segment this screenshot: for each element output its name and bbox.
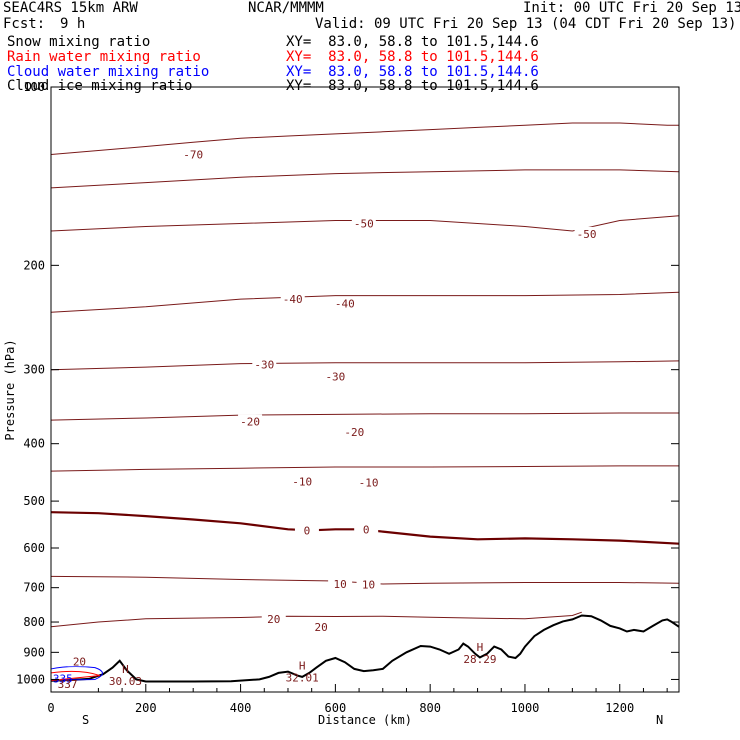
isotherm-20 (50, 611, 582, 628)
rain-water-contour (50, 670, 101, 681)
contour-label: -10 (359, 476, 379, 489)
axis-layer: 0 200 400 600 800 1000 12001002003004005006007… (16, 80, 679, 715)
contour-label: -50 (354, 218, 374, 231)
surface-label: 335 (53, 673, 73, 686)
y-tick-label: 700 (23, 581, 45, 595)
isotherm-m70 (50, 122, 679, 155)
contour-label-bg (323, 369, 348, 382)
contour-label-bg (342, 424, 367, 437)
isotherm-m60 (50, 169, 680, 189)
x-tick-label: 600 (325, 701, 347, 715)
contour-label-bg (280, 292, 305, 305)
cloud-water-contour (50, 666, 103, 681)
y-tick-label: 100 (23, 80, 45, 94)
contour-label-bg (356, 475, 381, 488)
contour-label: -20 (240, 416, 260, 429)
legend-snow-xy: XY= 83.0, 58.8 to 101.5,144.6 (286, 34, 539, 50)
isotherm-layer (50, 122, 680, 628)
isotherm-0 (50, 511, 680, 545)
surface-label: 337 (58, 678, 78, 691)
x-tick-label: 0 (47, 701, 54, 715)
contour-label: 10 (362, 579, 375, 592)
high-value: 32.01 (286, 672, 319, 685)
contour-label-bg (351, 216, 376, 229)
high-marker: H (477, 641, 484, 654)
legend-cloud-water-xy: XY= 83.0, 58.8 to 101.5,144.6 (286, 64, 539, 80)
x-tick-label: 400 (230, 701, 252, 715)
isotherm-m10 (50, 465, 679, 472)
contour-label-layer: -70 -50 -50 -40 -40 -30 -30 -20 -20 -10 -10 0 0 10 10 2… (53, 147, 599, 691)
fcst-label: Fcst: (3, 16, 46, 32)
high-value: 28.29 (463, 653, 496, 666)
legend-cloud-ice-label: Cloud ice mixing ratio (7, 78, 193, 94)
contour-label: -40 (283, 293, 303, 306)
contour-label-bg (332, 296, 357, 309)
contour-label-bg (290, 474, 315, 487)
y-axis-title: Pressure (hPa) (3, 339, 17, 440)
contour-label-bg (181, 147, 206, 160)
x-tick-label: 800 (419, 701, 441, 715)
plot-frame (50, 86, 680, 693)
contour-label-bg (261, 611, 286, 624)
y-tick-label: 600 (23, 541, 45, 555)
contour-label-bg (238, 414, 263, 427)
contour-label: -40 (335, 298, 355, 311)
x-tick-label: 1000 (511, 701, 540, 715)
x-tick-label: 200 (135, 701, 157, 715)
fcst-value: 9 h (60, 16, 86, 32)
terrain-layer (50, 614, 680, 683)
contour-label-bg (356, 577, 381, 590)
isotherm-10 (50, 575, 680, 585)
contour-label: 0 (363, 523, 370, 536)
contour-label-bg (354, 522, 379, 535)
y-tick-label: 1000 (16, 672, 45, 686)
valid-time: Valid: 09 UTC Fri 20 Sep 13 (04 CDT Fri … (315, 16, 737, 32)
legend-cloud-water-label: Cloud water mixing ratio (7, 64, 210, 80)
contour-label: 20 (315, 621, 328, 634)
isotherm-m30 (50, 360, 680, 371)
y-tick-label: 300 (23, 363, 45, 377)
legend-rain-xy: XY= 83.0, 58.8 to 101.5,144.6 (286, 49, 539, 65)
model-title: SEAC4RS 15km ARW (3, 0, 138, 16)
south-label: S (82, 713, 89, 727)
contour-label: -20 (344, 426, 364, 439)
high-marker: H (122, 663, 129, 676)
x-tick-label: 1200 (605, 701, 634, 715)
y-tick-label: 800 (23, 615, 45, 629)
y-tick-label: 900 (23, 645, 45, 659)
legend-rain-label: Rain water mixing ratio (7, 49, 201, 65)
contour-label: -70 (183, 149, 203, 162)
contour-label-bg (67, 654, 92, 667)
contour-label-bg (328, 576, 353, 589)
contour-label: 0 (304, 524, 311, 537)
init-time: Init: 00 UTC Fri 20 Sep 13 (523, 0, 740, 16)
contour-label: 10 (333, 578, 346, 591)
contour-label: -10 (292, 475, 312, 488)
north-label: N (656, 713, 663, 727)
contour-label: -50 (577, 228, 597, 241)
high-value: 30.03 (109, 675, 142, 688)
terrain-line (50, 614, 680, 683)
contour-label: 20 (267, 613, 280, 626)
y-tick-label: 500 (23, 494, 45, 508)
isotherm-m50 (50, 215, 680, 232)
y-tick-label: 200 (23, 258, 45, 272)
contour-label-bg (309, 619, 334, 632)
legend-cloud-ice-xy: XY= 83.0, 58.8 to 101.5,144.6 (286, 78, 539, 94)
high-marker: H (299, 660, 306, 673)
contour-label: -30 (254, 358, 274, 371)
center-name: NCAR/MMMM (248, 0, 324, 16)
x-axis-title: Distance (km) (318, 713, 412, 727)
isotherm-m40 (50, 291, 680, 313)
contour-label-bg (574, 226, 599, 239)
legend-snow-label: Snow mixing ratio (7, 34, 151, 50)
contour-label-bg (294, 523, 319, 536)
y-tick-label: 400 (23, 437, 45, 451)
contour-label-bg (252, 357, 277, 370)
contour-label: 20 (73, 655, 86, 668)
isotherm-m20 (50, 412, 679, 421)
contour-label: -30 (325, 370, 345, 383)
